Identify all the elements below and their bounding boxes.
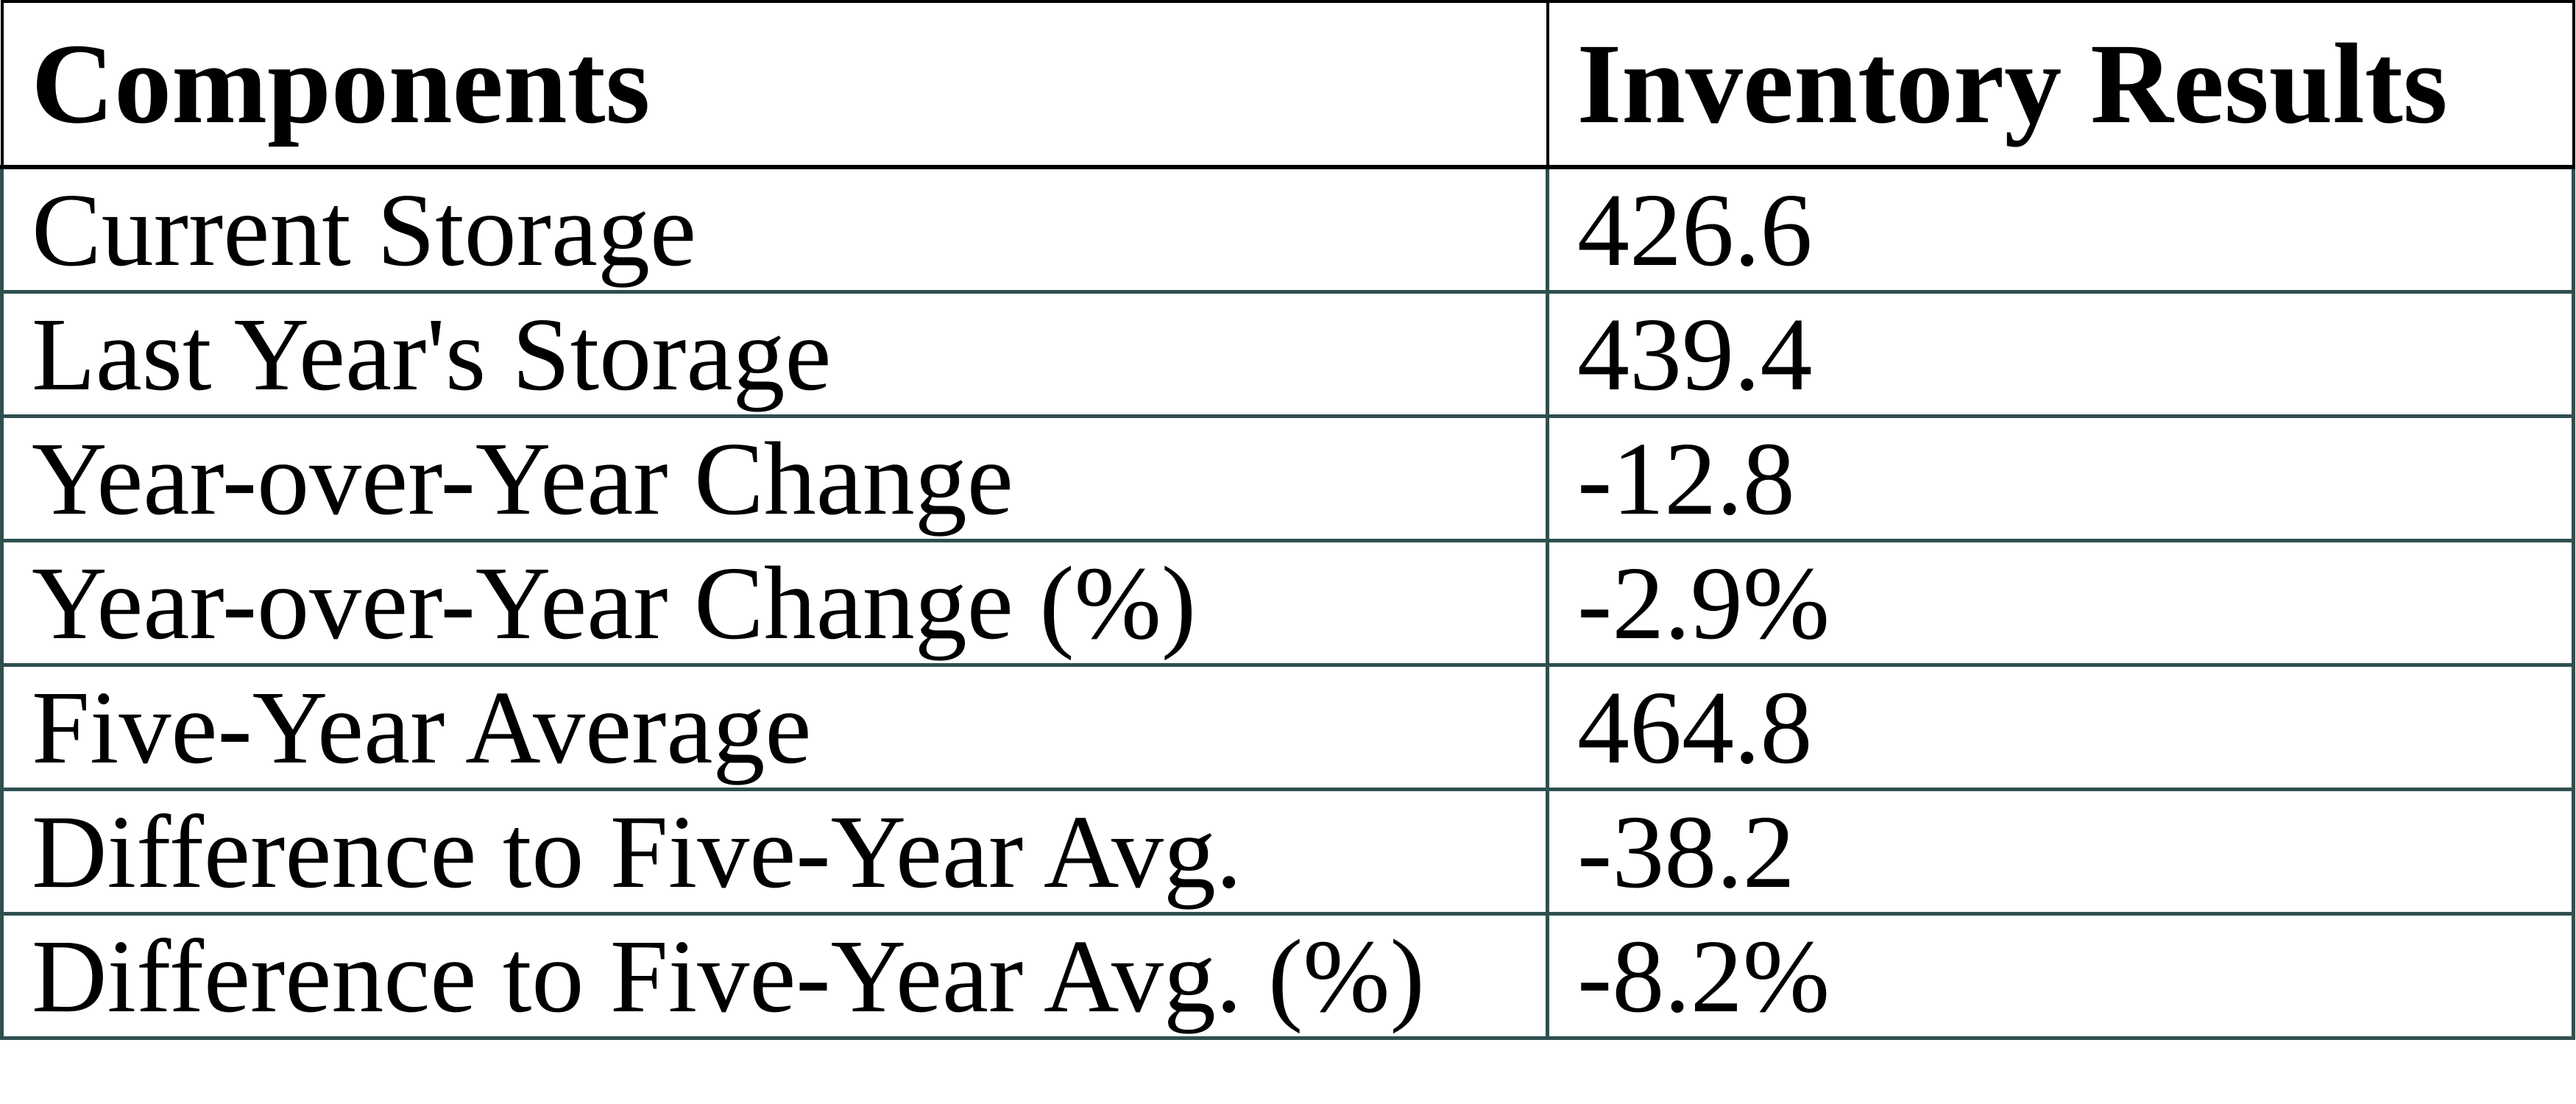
- inventory-results-table: Components Inventory Results Current Sto…: [0, 0, 2575, 1040]
- table-row-diff-five-year-avg: Difference to Five-Year Avg. -38.2: [0, 788, 2575, 916]
- value-cell: 426.6: [1546, 165, 2575, 294]
- table-row-current-storage: Current Storage 426.6: [0, 165, 2575, 294]
- component-cell: Last Year's Storage: [0, 290, 1549, 418]
- value-cell: -8.2%: [1546, 912, 2575, 1040]
- header-inventory-results: Inventory Results: [1546, 0, 2575, 169]
- table-row-diff-five-year-avg-pct: Difference to Five-Year Avg. (%) -8.2%: [0, 912, 2575, 1040]
- value-cell: -38.2: [1546, 788, 2575, 916]
- component-cell: Year-over-Year Change (%): [0, 539, 1549, 667]
- table-row-yoy-change: Year-over-Year Change -12.8: [0, 414, 2575, 542]
- table-row-last-year-storage: Last Year's Storage 439.4: [0, 290, 2575, 418]
- value-cell: 439.4: [1546, 290, 2575, 418]
- value-cell: -12.8: [1546, 414, 2575, 542]
- component-cell: Year-over-Year Change: [0, 414, 1549, 542]
- value-cell: 464.8: [1546, 663, 2575, 791]
- component-cell: Five-Year Average: [0, 663, 1549, 791]
- table-row-five-year-average: Five-Year Average 464.8: [0, 663, 2575, 791]
- component-cell: Difference to Five-Year Avg.: [0, 788, 1549, 916]
- component-cell: Current Storage: [0, 165, 1549, 294]
- component-cell: Difference to Five-Year Avg. (%): [0, 912, 1549, 1040]
- header-row: Components Inventory Results: [0, 0, 2575, 169]
- header-components: Components: [0, 0, 1549, 169]
- value-cell: -2.9%: [1546, 539, 2575, 667]
- table-row-yoy-change-pct: Year-over-Year Change (%) -2.9%: [0, 539, 2575, 667]
